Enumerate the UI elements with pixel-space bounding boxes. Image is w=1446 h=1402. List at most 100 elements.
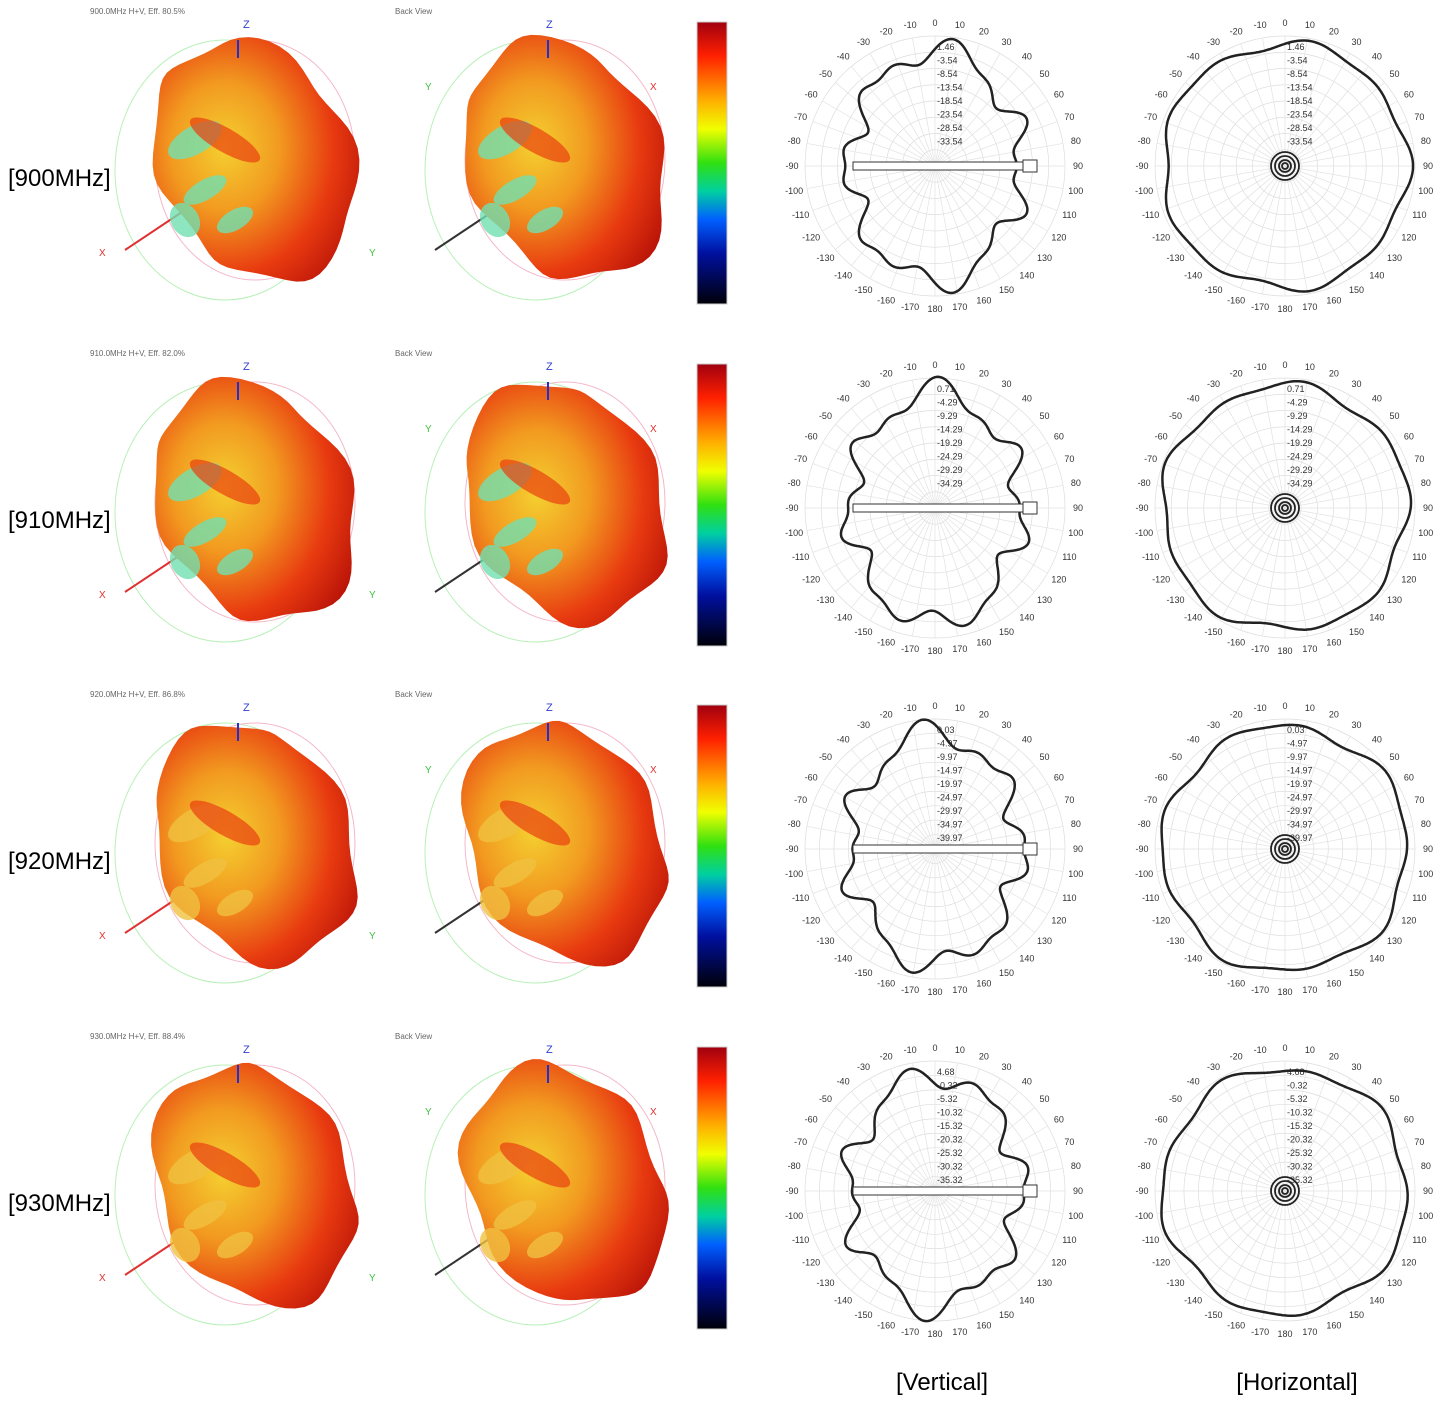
polar-spoke bbox=[934, 53, 1001, 167]
polar-spoke bbox=[835, 1190, 936, 1275]
angle-label: -70 bbox=[794, 1137, 807, 1147]
angle-label: -120 bbox=[1152, 575, 1170, 585]
angle-label: 0 bbox=[932, 1043, 937, 1053]
angle-label: 30 bbox=[1001, 37, 1011, 47]
angle-label: -160 bbox=[1227, 295, 1245, 305]
angle-label: 120 bbox=[1051, 1258, 1066, 1268]
polar-spoke bbox=[1284, 507, 1369, 608]
antenna bbox=[852, 1186, 1024, 1196]
angle-label: 80 bbox=[1071, 478, 1081, 488]
pattern-3d bbox=[156, 725, 358, 970]
polar-spoke bbox=[1219, 507, 1286, 621]
polar-spoke bbox=[1284, 53, 1351, 167]
angle-label: 130 bbox=[1387, 595, 1402, 605]
polar-spoke bbox=[822, 1190, 936, 1257]
ring-label: 4.68 bbox=[937, 1067, 955, 1077]
polar-spoke bbox=[851, 165, 936, 266]
pattern-ridge bbox=[189, 1142, 261, 1188]
angle-label: -130 bbox=[1166, 253, 1184, 263]
polar-spoke bbox=[934, 100, 1048, 167]
polar-spoke bbox=[1162, 507, 1286, 553]
angle-label: -80 bbox=[1138, 1161, 1151, 1171]
polar-spoke bbox=[1172, 1190, 1286, 1257]
pattern-spot bbox=[526, 1231, 564, 1259]
angle-label: -140 bbox=[834, 613, 852, 623]
axis-label: Y bbox=[369, 1273, 376, 1284]
polar-spoke bbox=[1240, 1190, 1286, 1314]
ring-label: -29.29 bbox=[1287, 465, 1313, 475]
angle-label: 140 bbox=[1369, 271, 1384, 281]
angle-label: 170 bbox=[952, 985, 967, 995]
ring-label: -0.32 bbox=[937, 1081, 958, 1091]
polar-spoke bbox=[1185, 765, 1286, 850]
ring-label: -4.97 bbox=[937, 739, 958, 749]
axis-label: Y bbox=[369, 590, 376, 601]
polar-spoke bbox=[851, 749, 936, 850]
angle-label: 130 bbox=[1037, 595, 1052, 605]
angle-label: -100 bbox=[785, 869, 803, 879]
antenna bbox=[1022, 501, 1038, 515]
antenna bbox=[852, 844, 1024, 854]
polar-spoke bbox=[835, 165, 936, 250]
polar-spoke bbox=[1284, 1068, 1330, 1192]
ring-label: -20.32 bbox=[1287, 1135, 1313, 1145]
pattern-spot bbox=[183, 1200, 227, 1230]
ring-label: 1.46 bbox=[1287, 42, 1305, 52]
angle-label: -60 bbox=[1155, 90, 1168, 100]
angle-label: -90 bbox=[785, 1186, 798, 1196]
polar-spoke bbox=[1172, 165, 1286, 232]
angle-label: -40 bbox=[837, 51, 850, 61]
angle-label: 0 bbox=[932, 360, 937, 370]
angle-label: 150 bbox=[1349, 968, 1364, 978]
polar-spoke bbox=[890, 1068, 936, 1192]
angle-label: -90 bbox=[785, 844, 798, 854]
polar-spoke bbox=[934, 165, 1058, 211]
angle-label: -100 bbox=[785, 1211, 803, 1221]
polar-spoke bbox=[1162, 463, 1286, 509]
ring-label: -39.97 bbox=[937, 833, 963, 843]
angle-label: 40 bbox=[1372, 1076, 1382, 1086]
polar-spoke bbox=[1284, 749, 1369, 850]
polar-spoke bbox=[1284, 765, 1385, 850]
polar-spoke bbox=[869, 1190, 936, 1304]
ring-label: -19.29 bbox=[1287, 438, 1313, 448]
angle-label: -40 bbox=[837, 734, 850, 744]
angle-label: 50 bbox=[1040, 411, 1050, 421]
polar-spoke bbox=[1284, 804, 1408, 850]
angle-label: 60 bbox=[1404, 1115, 1414, 1125]
polar-spoke bbox=[1284, 848, 1351, 962]
antenna bbox=[1270, 1176, 1300, 1206]
polar-spoke bbox=[934, 1146, 1058, 1192]
ring-label: 4.68 bbox=[1287, 1067, 1305, 1077]
angle-label: 120 bbox=[1401, 233, 1416, 243]
view-header: 910.0MHz H+V, Eff. 82.0% bbox=[90, 349, 185, 358]
polar-spoke bbox=[1284, 1190, 1351, 1304]
polar-spoke bbox=[934, 395, 1001, 509]
polar-spoke bbox=[890, 726, 936, 850]
wire-curve bbox=[464, 39, 666, 281]
polar-spoke bbox=[1162, 804, 1286, 850]
pattern-curve bbox=[839, 375, 1031, 628]
polar-spoke bbox=[1262, 507, 1286, 637]
polar-spoke bbox=[1240, 385, 1286, 509]
angle-label: 60 bbox=[1054, 1115, 1064, 1125]
angle-label: -130 bbox=[1166, 595, 1184, 605]
polar-spoke bbox=[1284, 165, 1398, 232]
polar-spoke bbox=[1284, 485, 1414, 509]
polar-spoke bbox=[1172, 507, 1286, 574]
angle-label: 60 bbox=[1404, 90, 1414, 100]
polar-spoke bbox=[1201, 66, 1286, 167]
polar-spoke bbox=[822, 848, 936, 915]
angle-label: 140 bbox=[1369, 613, 1384, 623]
angle-label: -110 bbox=[792, 1235, 809, 1245]
angle-label: 70 bbox=[1064, 454, 1074, 464]
polar-spoke bbox=[934, 82, 1035, 167]
ring-label: 0.71 bbox=[1287, 384, 1305, 394]
angle-label: -90 bbox=[785, 503, 798, 513]
ring-label: -0.32 bbox=[1287, 1081, 1308, 1091]
angle-label: 10 bbox=[955, 1045, 965, 1055]
angle-label: -50 bbox=[1169, 752, 1182, 762]
pattern-spot bbox=[479, 1227, 511, 1263]
polar-spoke bbox=[934, 720, 958, 850]
angle-label: -30 bbox=[857, 1062, 870, 1072]
